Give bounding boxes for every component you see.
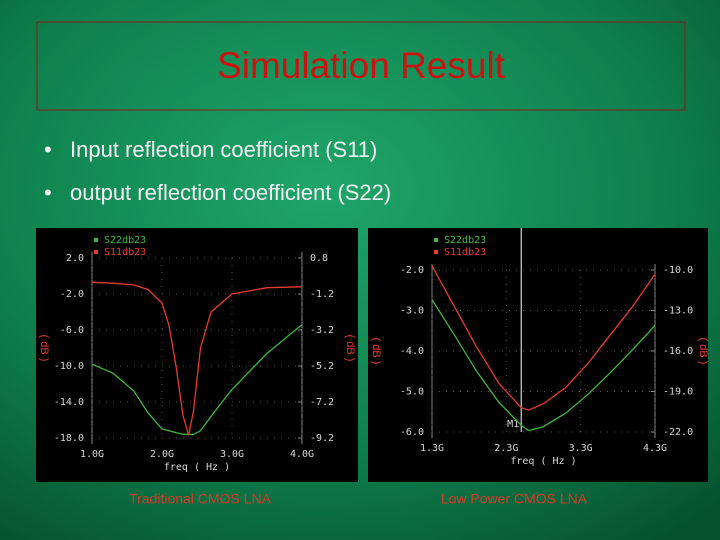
series-line [91, 324, 303, 436]
legend-swatch [94, 250, 98, 254]
x-tick-label: 4.0G [290, 449, 314, 460]
title: Simulation Result [217, 45, 506, 86]
y-axis-label: ( dB ) [370, 338, 382, 365]
x-tick-label: 2.0G [150, 449, 174, 460]
y2-tick-label: -9.2 [310, 433, 334, 444]
bullet-dot: • [44, 180, 52, 205]
plot-background [36, 228, 358, 482]
y-tick-label: -2.0 [60, 289, 84, 300]
y-tick-label: -14.0 [54, 397, 84, 408]
bullet-dot: • [44, 137, 52, 162]
legend-swatch [434, 238, 438, 242]
legend-label: S11db23 [104, 247, 146, 258]
series-line [91, 281, 303, 436]
y2-axis-label: ( dB ) [697, 338, 709, 365]
y-axis-label: ( dB ) [38, 335, 50, 362]
title-box [36, 21, 686, 111]
x-tick-label: 2.3G [494, 443, 518, 454]
bullet: output reflection coefficient (S22) [70, 180, 391, 205]
series-line [431, 299, 656, 432]
y2-tick-label: -1.2 [310, 289, 334, 300]
y-tick-label: -5.0 [400, 387, 424, 398]
caption: Low Power CMOS LNA [441, 491, 588, 507]
y2-tick-label: -16.0 [663, 346, 693, 357]
legend-swatch [434, 250, 438, 254]
legend-label: S11db23 [444, 247, 486, 258]
x-tick-label: 4.3G [643, 443, 667, 454]
legend-label: S22db23 [444, 235, 486, 246]
series-line [431, 265, 656, 411]
y-tick-label: -18.0 [54, 433, 84, 444]
plots: 2.0 -2.0 -6.0 -10.0 -14.0 -18.0 0.8 -1.2 -3.2 -5.… [36, 228, 709, 507]
y2-axis-label: ( dB ) [344, 335, 356, 362]
y-tick-label: 2.0 [66, 253, 84, 264]
x-tick-label: 1.0G [80, 449, 104, 460]
marker-label: M1 [507, 419, 519, 430]
y2-tick-label: -10.0 [663, 265, 693, 276]
y2-tick-label: -3.2 [310, 325, 334, 336]
y2-tick-label: -19.0 [663, 387, 693, 398]
x-tick-label: 1.3G [420, 443, 444, 454]
y-tick-label: -10.0 [54, 361, 84, 372]
y-tick-label: -3.0 [400, 306, 424, 317]
legend-swatch [94, 238, 98, 242]
y2-tick-label: -13.0 [663, 306, 693, 317]
y-tick-label: -4.0 [400, 346, 424, 357]
y-tick-label: -2.0 [400, 265, 424, 276]
x-axis-label: freq ( Hz ) [164, 462, 230, 473]
x-axis-label: freq ( Hz ) [510, 456, 576, 467]
x-tick-label: 3.0G [220, 449, 244, 460]
y2-tick-label: -22.0 [663, 427, 693, 438]
caption: Traditional CMOS LNA [129, 491, 272, 507]
y-tick-label: -6.0 [400, 427, 424, 438]
legend-label: S22db23 [104, 235, 146, 246]
y-tick-label: -6.0 [60, 325, 84, 336]
x-tick-label: 3.3G [569, 443, 593, 454]
y2-tick-label: -5.2 [310, 361, 334, 372]
y2-tick-label: 0.8 [310, 253, 328, 264]
y2-tick-label: -7.2 [310, 397, 334, 408]
bullet: Input reflection coefficient (S11) [70, 137, 377, 162]
